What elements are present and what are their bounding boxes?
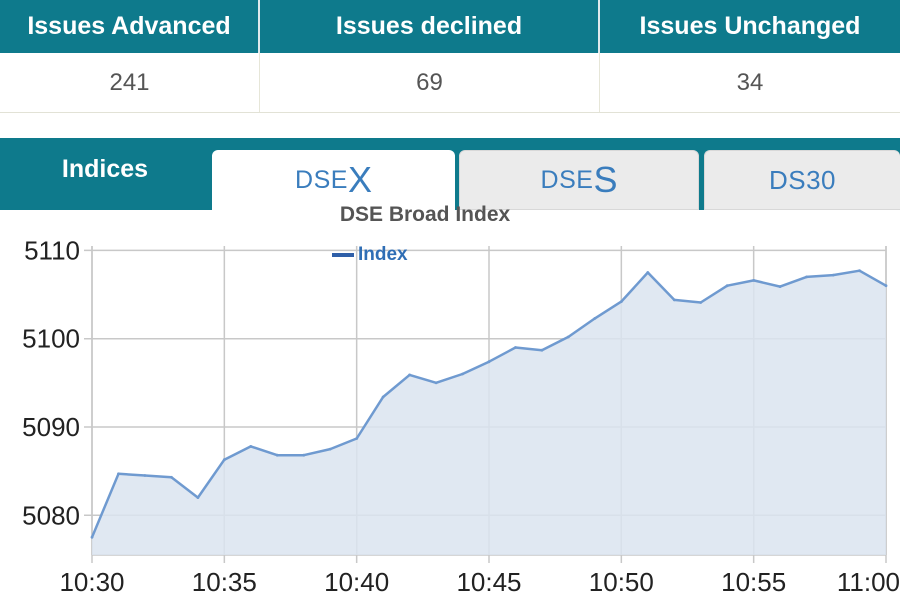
x-tick-label: 11:00 xyxy=(837,567,900,597)
tab-dsex-suffix: X xyxy=(347,159,372,200)
series-index-area xyxy=(92,270,886,555)
issues-advanced-header: Issues Advanced xyxy=(0,0,260,53)
data-point xyxy=(805,275,808,279)
data-point xyxy=(567,335,570,339)
x-tick-label: 10:55 xyxy=(721,567,786,597)
data-point xyxy=(725,284,729,288)
data-point xyxy=(672,298,676,302)
data-point xyxy=(196,496,200,499)
data-point xyxy=(461,372,464,376)
tab-dsex[interactable]: DSE X xyxy=(212,150,455,210)
data-point xyxy=(778,285,782,288)
issues-unchanged-header: Issues Unchanged xyxy=(639,12,861,40)
indices-tab-bar: Indices DSE X DSE S DS30 xyxy=(0,138,900,210)
y-tick-label: 5100 xyxy=(22,324,80,354)
indices-label: Indices xyxy=(61,154,149,183)
x-tick-label: 10:30 xyxy=(59,567,124,597)
issues-header-row: Issues Advanced Issues declined Issues U… xyxy=(0,0,900,53)
x-tick-label: 10:50 xyxy=(589,567,654,597)
data-point xyxy=(593,317,597,320)
x-tick-label: 10:40 xyxy=(324,567,389,597)
tab-dsex-prefix: DSE xyxy=(295,165,348,194)
tab-ds30-label: DS30 xyxy=(768,164,837,195)
chart-title: DSE Broad Index xyxy=(339,203,511,226)
x-tick-label: 10:35 xyxy=(192,567,257,597)
issues-advanced-value: 241 xyxy=(0,53,260,112)
data-point xyxy=(328,447,332,451)
data-point xyxy=(117,472,120,476)
legend-label: Index xyxy=(358,244,408,265)
tab-dses-prefix: DSE xyxy=(540,165,594,194)
data-point xyxy=(355,437,359,440)
issues-declined-value: 69 xyxy=(260,53,600,112)
tab-dses-suffix: S xyxy=(593,159,618,200)
y-tick-label: 5110 xyxy=(24,235,80,265)
y-tick-label: 5080 xyxy=(22,500,80,530)
data-point xyxy=(434,381,438,385)
data-point xyxy=(540,348,544,352)
chart-legend: Index xyxy=(332,244,408,266)
legend-swatch xyxy=(332,253,354,257)
data-point xyxy=(275,453,279,457)
issues-value-row: 241 69 34 xyxy=(0,53,900,113)
data-point xyxy=(752,279,756,282)
data-point xyxy=(858,269,861,273)
data-point xyxy=(884,284,888,288)
data-point xyxy=(831,273,835,277)
y-tick-label: 5090 xyxy=(22,412,80,442)
data-point xyxy=(619,300,623,303)
data-point xyxy=(487,360,491,364)
data-point xyxy=(699,301,703,304)
tab-ds30[interactable]: DS30 xyxy=(704,150,900,210)
data-point xyxy=(408,373,411,377)
data-point xyxy=(514,346,517,349)
data-point xyxy=(302,453,306,457)
data-point xyxy=(646,271,650,274)
data-point xyxy=(381,395,385,399)
data-point xyxy=(90,535,94,539)
issues-declined-header: Issues declined xyxy=(260,0,600,53)
issues-unchanged-value: 34 xyxy=(736,68,764,96)
issues-table: Issues Advanced Issues declined Issues U… xyxy=(0,0,900,113)
data-point xyxy=(170,475,173,479)
data-point xyxy=(249,445,253,448)
data-point xyxy=(143,474,147,477)
x-tick-label: 10:45 xyxy=(456,567,521,597)
data-point xyxy=(222,458,226,462)
tab-dses[interactable]: DSE S xyxy=(459,150,699,210)
